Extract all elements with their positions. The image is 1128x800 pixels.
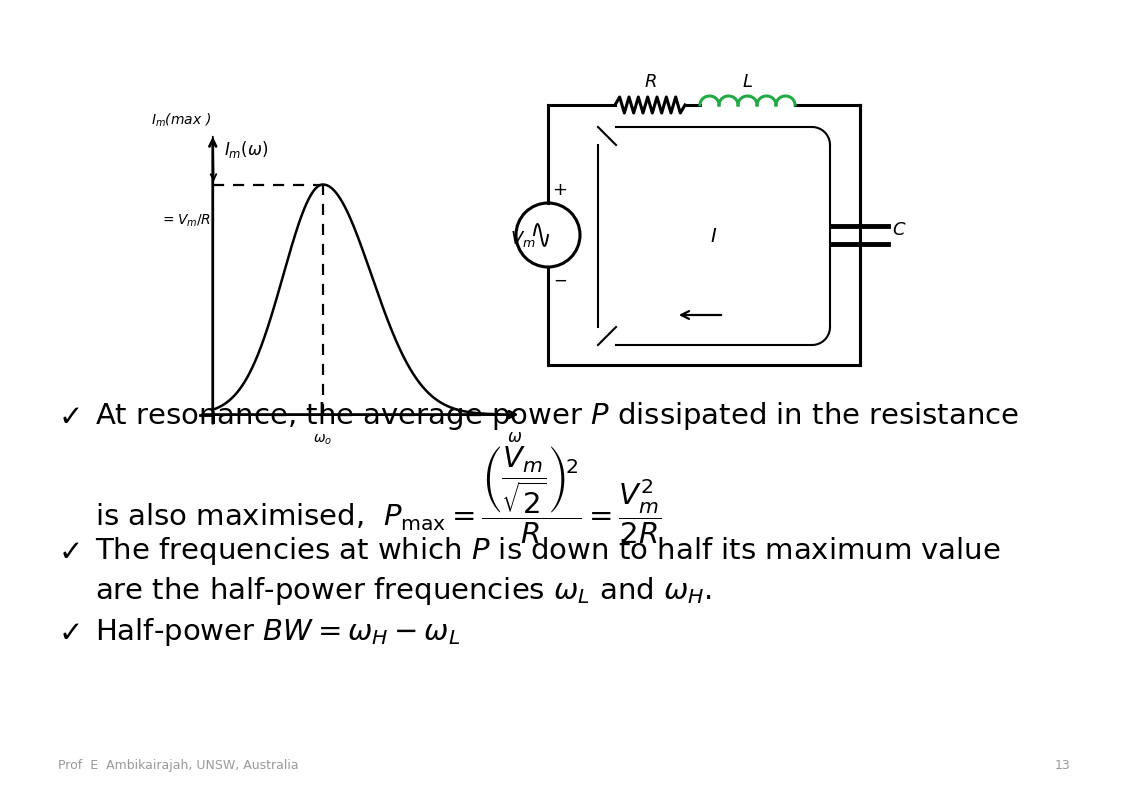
Text: At resonance, the average power $\mathit{P}$ dissipated in the resistance: At resonance, the average power $\mathit… (95, 400, 1019, 432)
Text: $I$: $I$ (711, 226, 717, 246)
Text: Half-power $\mathit{BW} = \omega_H - \omega_L$: Half-power $\mathit{BW} = \omega_H - \om… (95, 616, 460, 648)
Text: are the half-power frequencies $\omega_L$ and $\omega_H$.: are the half-power frequencies $\omega_L… (95, 575, 712, 607)
Text: $\checkmark$: $\checkmark$ (58, 402, 79, 430)
Text: $\omega$: $\omega$ (508, 428, 522, 446)
Text: Prof  E  Ambikairajah, UNSW, Australia: Prof E Ambikairajah, UNSW, Australia (58, 759, 299, 772)
Text: $I_m(\omega)$: $I_m(\omega)$ (223, 138, 268, 159)
Text: +: + (553, 181, 567, 199)
Text: $\checkmark$: $\checkmark$ (58, 618, 79, 646)
Text: $I_m$(max ): $I_m$(max ) (150, 112, 211, 130)
Text: $-$: $-$ (553, 271, 567, 289)
Text: 13: 13 (1055, 759, 1070, 772)
Text: $C$: $C$ (892, 221, 907, 239)
Text: $\omega_o$: $\omega_o$ (314, 433, 333, 447)
Text: $L$: $L$ (742, 73, 754, 91)
Text: $R$: $R$ (644, 73, 656, 91)
Text: $V_m$: $V_m$ (510, 229, 536, 249)
Text: The frequencies at which $\mathit{P}$ is down to half its maximum value: The frequencies at which $\mathit{P}$ is… (95, 535, 1001, 567)
Text: is also maximised,  $P_{\mathrm{max}} = \dfrac{\left(\dfrac{V_m}{\sqrt{2}}\right: is also maximised, $P_{\mathrm{max}} = \… (95, 445, 661, 546)
Text: $\checkmark$: $\checkmark$ (58, 537, 79, 565)
Text: $=V_m/R$: $=V_m/R$ (160, 212, 211, 229)
